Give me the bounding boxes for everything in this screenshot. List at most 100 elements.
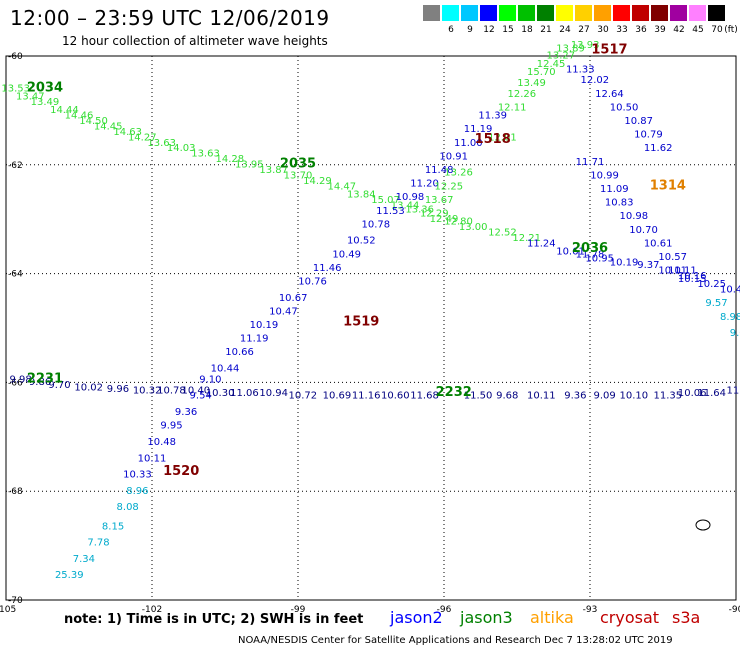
lat-tick-label: -66 bbox=[8, 378, 23, 388]
wave-height-value: 10.47 bbox=[269, 306, 298, 317]
wave-height-value: 9.36 bbox=[564, 391, 586, 402]
wave-height-value: 13.49 bbox=[517, 78, 546, 89]
colorbar-swatch bbox=[594, 5, 611, 21]
pass-time-label: 1519 bbox=[343, 314, 379, 329]
wave-height-value: 9.06 bbox=[730, 328, 740, 339]
wave-height-value: 8.96 bbox=[126, 486, 148, 497]
wave-height-value: 13.00 bbox=[459, 222, 488, 233]
map-subtitle: 12 hour collection of altimeter wave hei… bbox=[62, 34, 328, 48]
wave-height-value: 11.39 bbox=[478, 111, 507, 122]
pass-time-label: 2231 bbox=[27, 371, 63, 386]
colorbar-swatch bbox=[461, 5, 478, 21]
colorbar-swatch bbox=[651, 5, 668, 21]
wave-height-value: 13.93 bbox=[571, 40, 600, 51]
wave-height-value: 13.67 bbox=[425, 195, 454, 206]
wave-height-value: 11.00 bbox=[454, 138, 483, 149]
track-jason2-east: 11.71 10.99 11.09 10.83 10.98 10.70 10.61 10.57… bbox=[576, 157, 740, 296]
lat-lon-grid bbox=[6, 56, 736, 600]
wave-height-value: 10.25 bbox=[697, 279, 726, 290]
footnote: note: 1) Time is in UTC; 2) SWH is in fe… bbox=[64, 612, 364, 627]
wave-height-value: 10.32 bbox=[133, 385, 162, 396]
pass-time-label: 1518 bbox=[475, 132, 511, 147]
wave-height-value: 11.50 bbox=[464, 391, 493, 402]
wave-height-value: 12.21 bbox=[512, 233, 541, 244]
wave-height-value: 10.11 bbox=[668, 266, 697, 277]
colorbar-swatch bbox=[613, 5, 630, 21]
wave-height-value: 14.47 bbox=[327, 181, 356, 192]
colorbar-swatch bbox=[499, 5, 516, 21]
colorbar-swatch bbox=[632, 5, 649, 21]
colorbar-swatch bbox=[556, 5, 573, 21]
wave-height-value: 10.44 bbox=[211, 364, 240, 375]
legend-jason3: jason3 bbox=[460, 608, 513, 627]
wave-height-value: 8.15 bbox=[102, 521, 124, 532]
wave-height-value: 10.91 bbox=[439, 151, 468, 162]
wave-height-value: 13.95 bbox=[235, 160, 264, 171]
colorbar-label: 12 bbox=[483, 25, 495, 35]
colorbar-label: 27 bbox=[578, 25, 590, 35]
colorbar-swatch bbox=[423, 5, 440, 21]
wave-height-value: 12.01 bbox=[488, 132, 517, 143]
wave-height-value: 12.49 bbox=[430, 214, 459, 225]
wave-height-value: 14.44 bbox=[50, 105, 79, 116]
wave-height-value: 9.57 bbox=[705, 298, 727, 309]
colorbar-swatch bbox=[518, 5, 535, 21]
wave-height-value: 13.84 bbox=[347, 189, 376, 200]
wave-height-value: 10.61 bbox=[556, 247, 585, 258]
wave-height-value: 8.08 bbox=[117, 502, 139, 513]
wave-height-value: 13.27 bbox=[546, 51, 575, 62]
lat-tick-label: -68 bbox=[8, 487, 23, 497]
wave-height-value: 13.87 bbox=[259, 165, 288, 176]
lon-tick-label: -102 bbox=[142, 605, 162, 615]
wave-height-value: 9.96 bbox=[107, 384, 129, 395]
pass-time-label: 1520 bbox=[163, 464, 199, 479]
wave-height-value: 11.46 bbox=[313, 263, 342, 274]
wave-height-value: 9.54 bbox=[190, 391, 212, 402]
wave-height-value: 9.68 bbox=[496, 391, 518, 402]
pass-time-label: 2034 bbox=[27, 80, 63, 95]
track-s3a-north-green: 13.26 12.25 13.67 12.01 12.11 12.2613.4915.70… bbox=[425, 40, 600, 206]
wave-height-value: 10.52 bbox=[347, 236, 376, 247]
colorbar-label: 9 bbox=[467, 25, 473, 35]
wave-height-value: 8.98 bbox=[720, 312, 740, 323]
lat-tick-label: -64 bbox=[8, 270, 23, 280]
map-axes: -105 -102 -99 -96 -93 -90 -60 -62 -64 -66 -68 -70 bbox=[0, 52, 740, 615]
colorbar-label: 15 bbox=[502, 25, 514, 35]
wave-height-value: 10.02 bbox=[74, 383, 103, 394]
legend-altika: altika bbox=[530, 608, 574, 627]
wave-height-value: 9.36 bbox=[175, 407, 197, 418]
lon-tick-label: -99 bbox=[291, 605, 306, 615]
wave-height-value: 11.16 bbox=[352, 391, 381, 402]
pass-time-label: 2035 bbox=[280, 157, 316, 172]
wave-height-value: 14.45 bbox=[94, 121, 123, 132]
colorbar-label: 24 bbox=[559, 25, 571, 35]
wave-height-value: 10.30 bbox=[206, 388, 235, 399]
wave-height-value: 12.29 bbox=[420, 208, 449, 219]
wave-height-value: 7.34 bbox=[73, 554, 95, 565]
wave-height-value: 15.07 bbox=[371, 195, 400, 206]
wave-height-value: 10.69 bbox=[323, 391, 352, 402]
colorbar-label: 30 bbox=[597, 25, 609, 35]
wave-height-value: 10.98 bbox=[619, 211, 648, 222]
lat-tick-label: -62 bbox=[8, 161, 23, 171]
wave-height-value: 9.09 bbox=[593, 391, 615, 402]
lon-tick-label: -93 bbox=[583, 605, 598, 615]
wave-height-value: 25.39 bbox=[55, 570, 84, 581]
wave-height-value: 10.78 bbox=[362, 219, 391, 230]
legend-cryosat: cryosat bbox=[600, 608, 660, 627]
wave-height-value: 12.45 bbox=[537, 59, 566, 70]
wave-height-value: 12.02 bbox=[581, 75, 610, 86]
wave-height-value: 11.24 bbox=[527, 238, 556, 249]
wave-height-value: 14.46 bbox=[65, 111, 94, 122]
map-frame bbox=[5, 55, 737, 601]
colorbar-swatch bbox=[575, 5, 592, 21]
wave-height-value: 10.11 bbox=[527, 391, 556, 402]
wave-height-value: 12.64 bbox=[595, 89, 624, 100]
wave-height-value: 11.64 bbox=[697, 388, 726, 399]
wave-height-value: 10.87 bbox=[624, 116, 653, 127]
wave-height-value: 11.06 bbox=[230, 388, 259, 399]
wave-height-value: 10.06 bbox=[678, 388, 707, 399]
wave-height-value: 10.67 bbox=[279, 293, 308, 304]
